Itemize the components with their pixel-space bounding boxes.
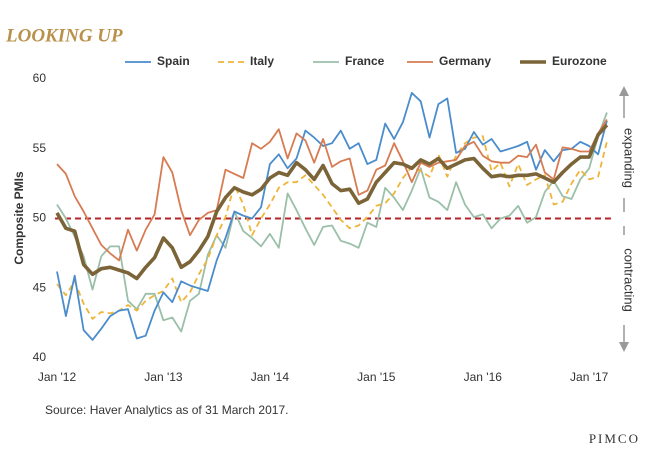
x-tick-label: Jan '13 bbox=[144, 370, 183, 384]
y-axis-label: Composite PMIs bbox=[12, 171, 26, 265]
legend-label: Italy bbox=[250, 54, 274, 68]
label-bg bbox=[612, 118, 636, 198]
y-tick-label: 60 bbox=[33, 71, 47, 85]
series-line bbox=[56, 112, 608, 333]
brand: PIMCO bbox=[589, 431, 640, 446]
label-bg bbox=[612, 235, 636, 325]
series-line bbox=[55, 123, 609, 281]
series-line bbox=[56, 92, 608, 341]
arrow-head bbox=[619, 342, 629, 352]
x-tick-label: Jan '15 bbox=[357, 370, 396, 384]
annotation: contracting bbox=[622, 248, 637, 312]
annotation: expanding bbox=[622, 128, 637, 188]
legend-label: Eurozone bbox=[552, 54, 607, 68]
y-tick-label: 45 bbox=[33, 280, 47, 294]
legend-label: Spain bbox=[157, 54, 190, 68]
x-tick-label: Jan '17 bbox=[570, 370, 609, 384]
legend-label: Germany bbox=[439, 54, 491, 68]
arrow-head bbox=[619, 86, 629, 96]
legend-label: France bbox=[345, 54, 385, 68]
x-tick-label: Jan '16 bbox=[464, 370, 503, 384]
source: Source: Haver Analytics as of 31 March 2… bbox=[45, 403, 288, 417]
y-tick-label: 50 bbox=[33, 211, 47, 225]
chart-title: LOOKING UP bbox=[5, 25, 123, 46]
series-line bbox=[56, 135, 608, 320]
x-tick-label: Jan '12 bbox=[38, 370, 77, 384]
x-tick-label: Jan '14 bbox=[251, 370, 290, 384]
y-tick-label: 40 bbox=[33, 350, 47, 364]
y-tick-label: 55 bbox=[33, 141, 47, 155]
series-line bbox=[56, 119, 608, 262]
